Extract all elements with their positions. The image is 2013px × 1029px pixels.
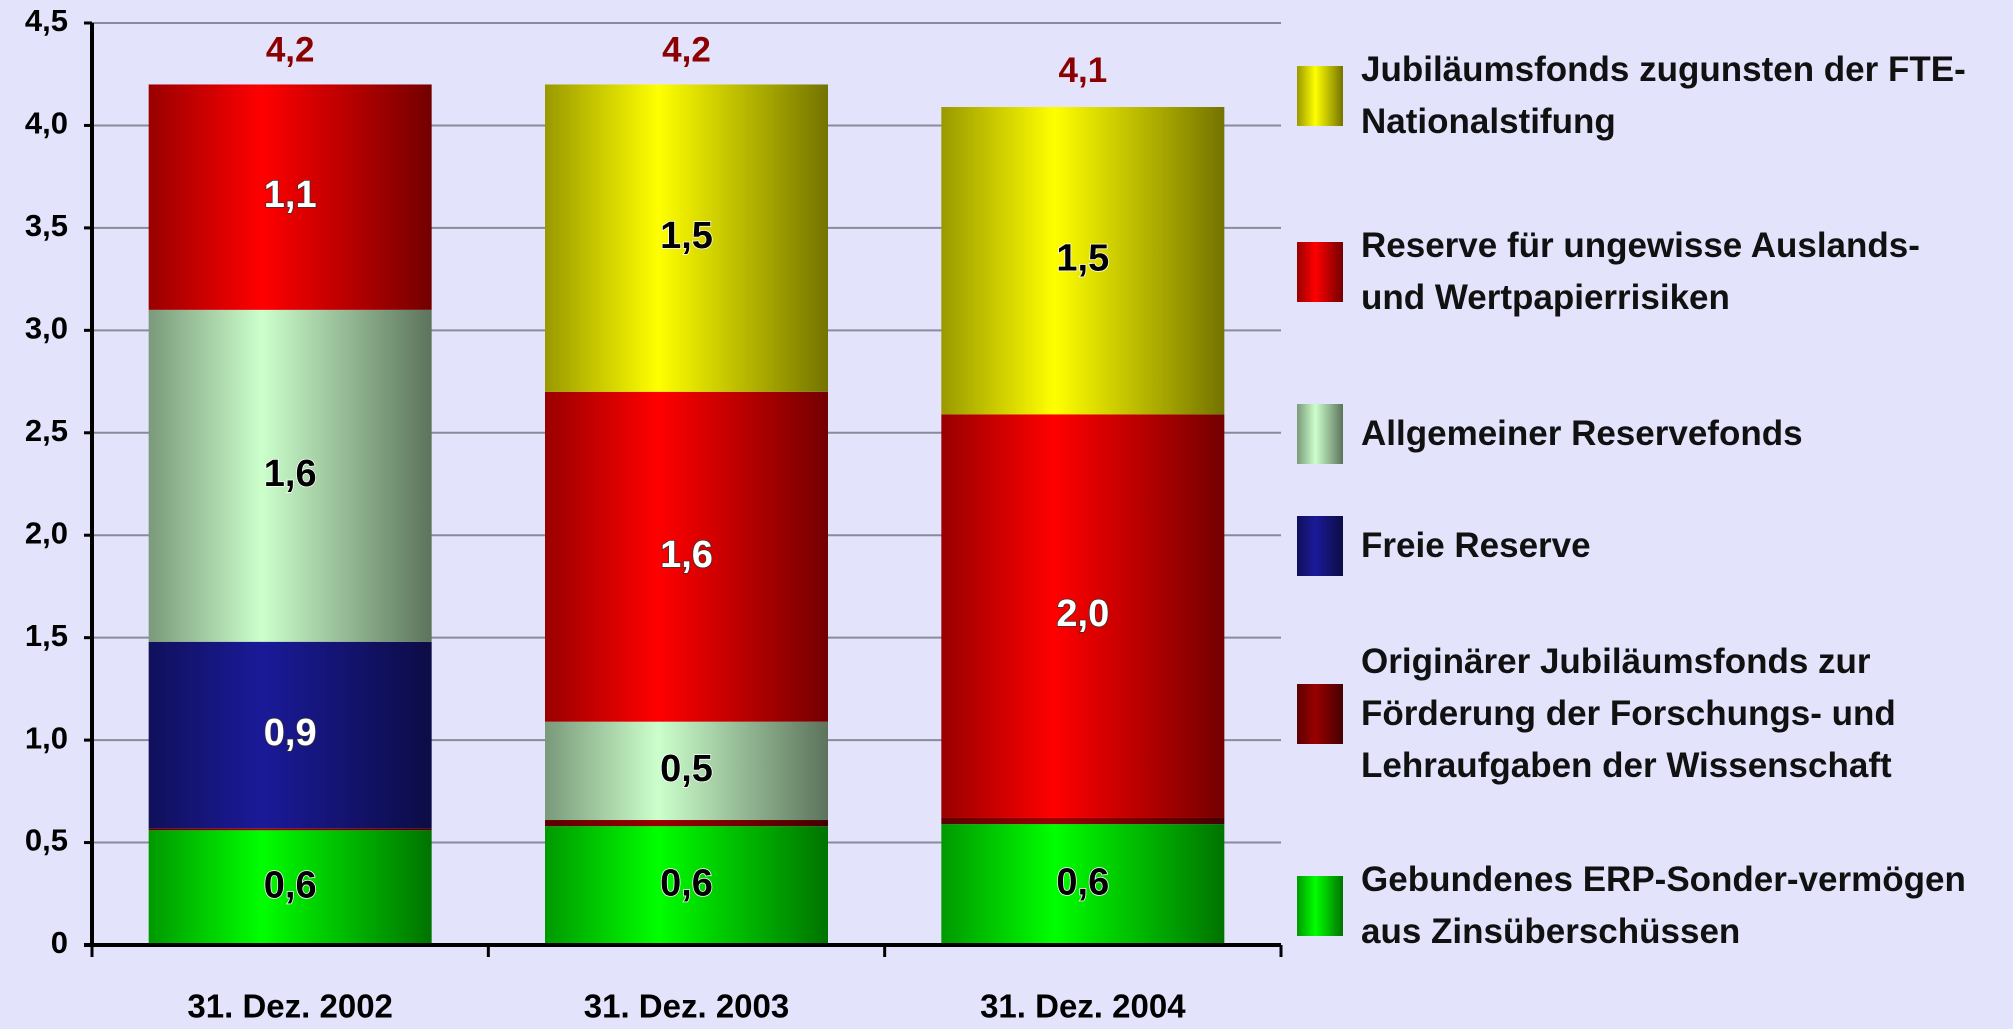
- y-tick-label: 4,0: [25, 106, 68, 141]
- y-tick-label: 3,5: [25, 208, 68, 243]
- bar-segment: [545, 826, 828, 945]
- y-tick-label: 2,0: [25, 515, 68, 550]
- legend-swatch: [1297, 684, 1343, 744]
- legend-swatch: [1297, 66, 1343, 126]
- chart: 0 0,5 1,0 1,5 2,0 2,5 3,0 3,5 4,0 4,5 0,6 0,9 1,6 1,1…: [25, 3, 1283, 1025]
- legend-item: Allgemeiner Reservefonds: [1297, 404, 1981, 464]
- bar-segment: [545, 721, 828, 821]
- legend-label: Jubiläumsfonds zugunsten der FTE-Nationa…: [1361, 50, 1966, 141]
- y-tick-label: 0,5: [25, 823, 68, 858]
- legend-item: Reserve für ungewisse Auslands- und Wert…: [1297, 220, 1981, 324]
- legend-label: Allgemeiner Reservefonds: [1361, 414, 1803, 453]
- value-label: 1,5: [660, 215, 713, 257]
- value-label: 1,6: [264, 453, 317, 495]
- x-tick-label: 31. Dez. 2004: [980, 988, 1186, 1025]
- legend-label: Originärer Jubiläumsfonds zur Förderung …: [1361, 642, 1896, 785]
- bar-segment: [941, 817, 1225, 825]
- legend-item: Freie Reserve: [1297, 516, 1981, 576]
- value-label: 0,6: [264, 865, 317, 907]
- legend-swatch: [1297, 516, 1343, 576]
- total-label: 4,2: [266, 31, 315, 70]
- legend-swatch: [1297, 876, 1343, 936]
- bar-segment: [148, 84, 432, 310]
- bar-segment: [545, 391, 828, 722]
- legend: Jubiläumsfonds zugunsten der FTE-Nationa…: [1297, 0, 1997, 1029]
- y-tick-label: 2,5: [25, 413, 68, 448]
- legend-label: Reserve für ungewisse Auslands- und Wert…: [1361, 226, 1920, 317]
- bar-segment: [941, 414, 1225, 818]
- bar-segment: [545, 84, 828, 392]
- y-tick-label: 4,5: [25, 3, 68, 38]
- legend-label: Gebundenes ERP-Sonder-vermögen aus Zinsü…: [1361, 860, 1966, 951]
- bar-segment: [148, 828, 432, 831]
- y-tick-label: 1,0: [25, 720, 68, 755]
- value-label: 0,5: [660, 748, 713, 790]
- value-label: 1,5: [1056, 238, 1109, 280]
- value-label: 1,6: [660, 534, 713, 576]
- bar-segment: [148, 641, 432, 829]
- y-tick-label: 1,5: [25, 618, 68, 653]
- legend-item: Gebundenes ERP-Sonder-vermögen aus Zinsü…: [1297, 854, 1981, 958]
- value-label: 1,1: [264, 174, 317, 216]
- legend-item: Jubiläumsfonds zugunsten der FTE-Nationa…: [1297, 44, 1981, 148]
- bar-segment: [545, 820, 828, 827]
- legend-swatch: [1297, 242, 1343, 302]
- value-label: 0,6: [660, 863, 713, 905]
- bar-segment: [148, 309, 432, 642]
- x-tick-label: 31. Dez. 2003: [584, 988, 789, 1025]
- legend-swatch: [1297, 404, 1343, 464]
- legend-label: Freie Reserve: [1361, 526, 1591, 565]
- value-label: 0,6: [1056, 862, 1109, 904]
- bar-segment: [148, 830, 432, 945]
- bar-segment: [941, 107, 1225, 415]
- y-tick-label: 3,0: [25, 311, 68, 346]
- value-label: 2,0: [1056, 593, 1109, 635]
- value-label: 0,9: [264, 712, 317, 754]
- total-label: 4,1: [1059, 51, 1108, 90]
- x-tick-label: 31. Dez. 2002: [187, 988, 392, 1025]
- legend-item: Originärer Jubiläumsfonds zur Förderung …: [1297, 636, 1981, 792]
- y-tick-label: 0: [51, 925, 68, 960]
- total-label: 4,2: [662, 31, 711, 70]
- bar-segment: [941, 824, 1225, 945]
